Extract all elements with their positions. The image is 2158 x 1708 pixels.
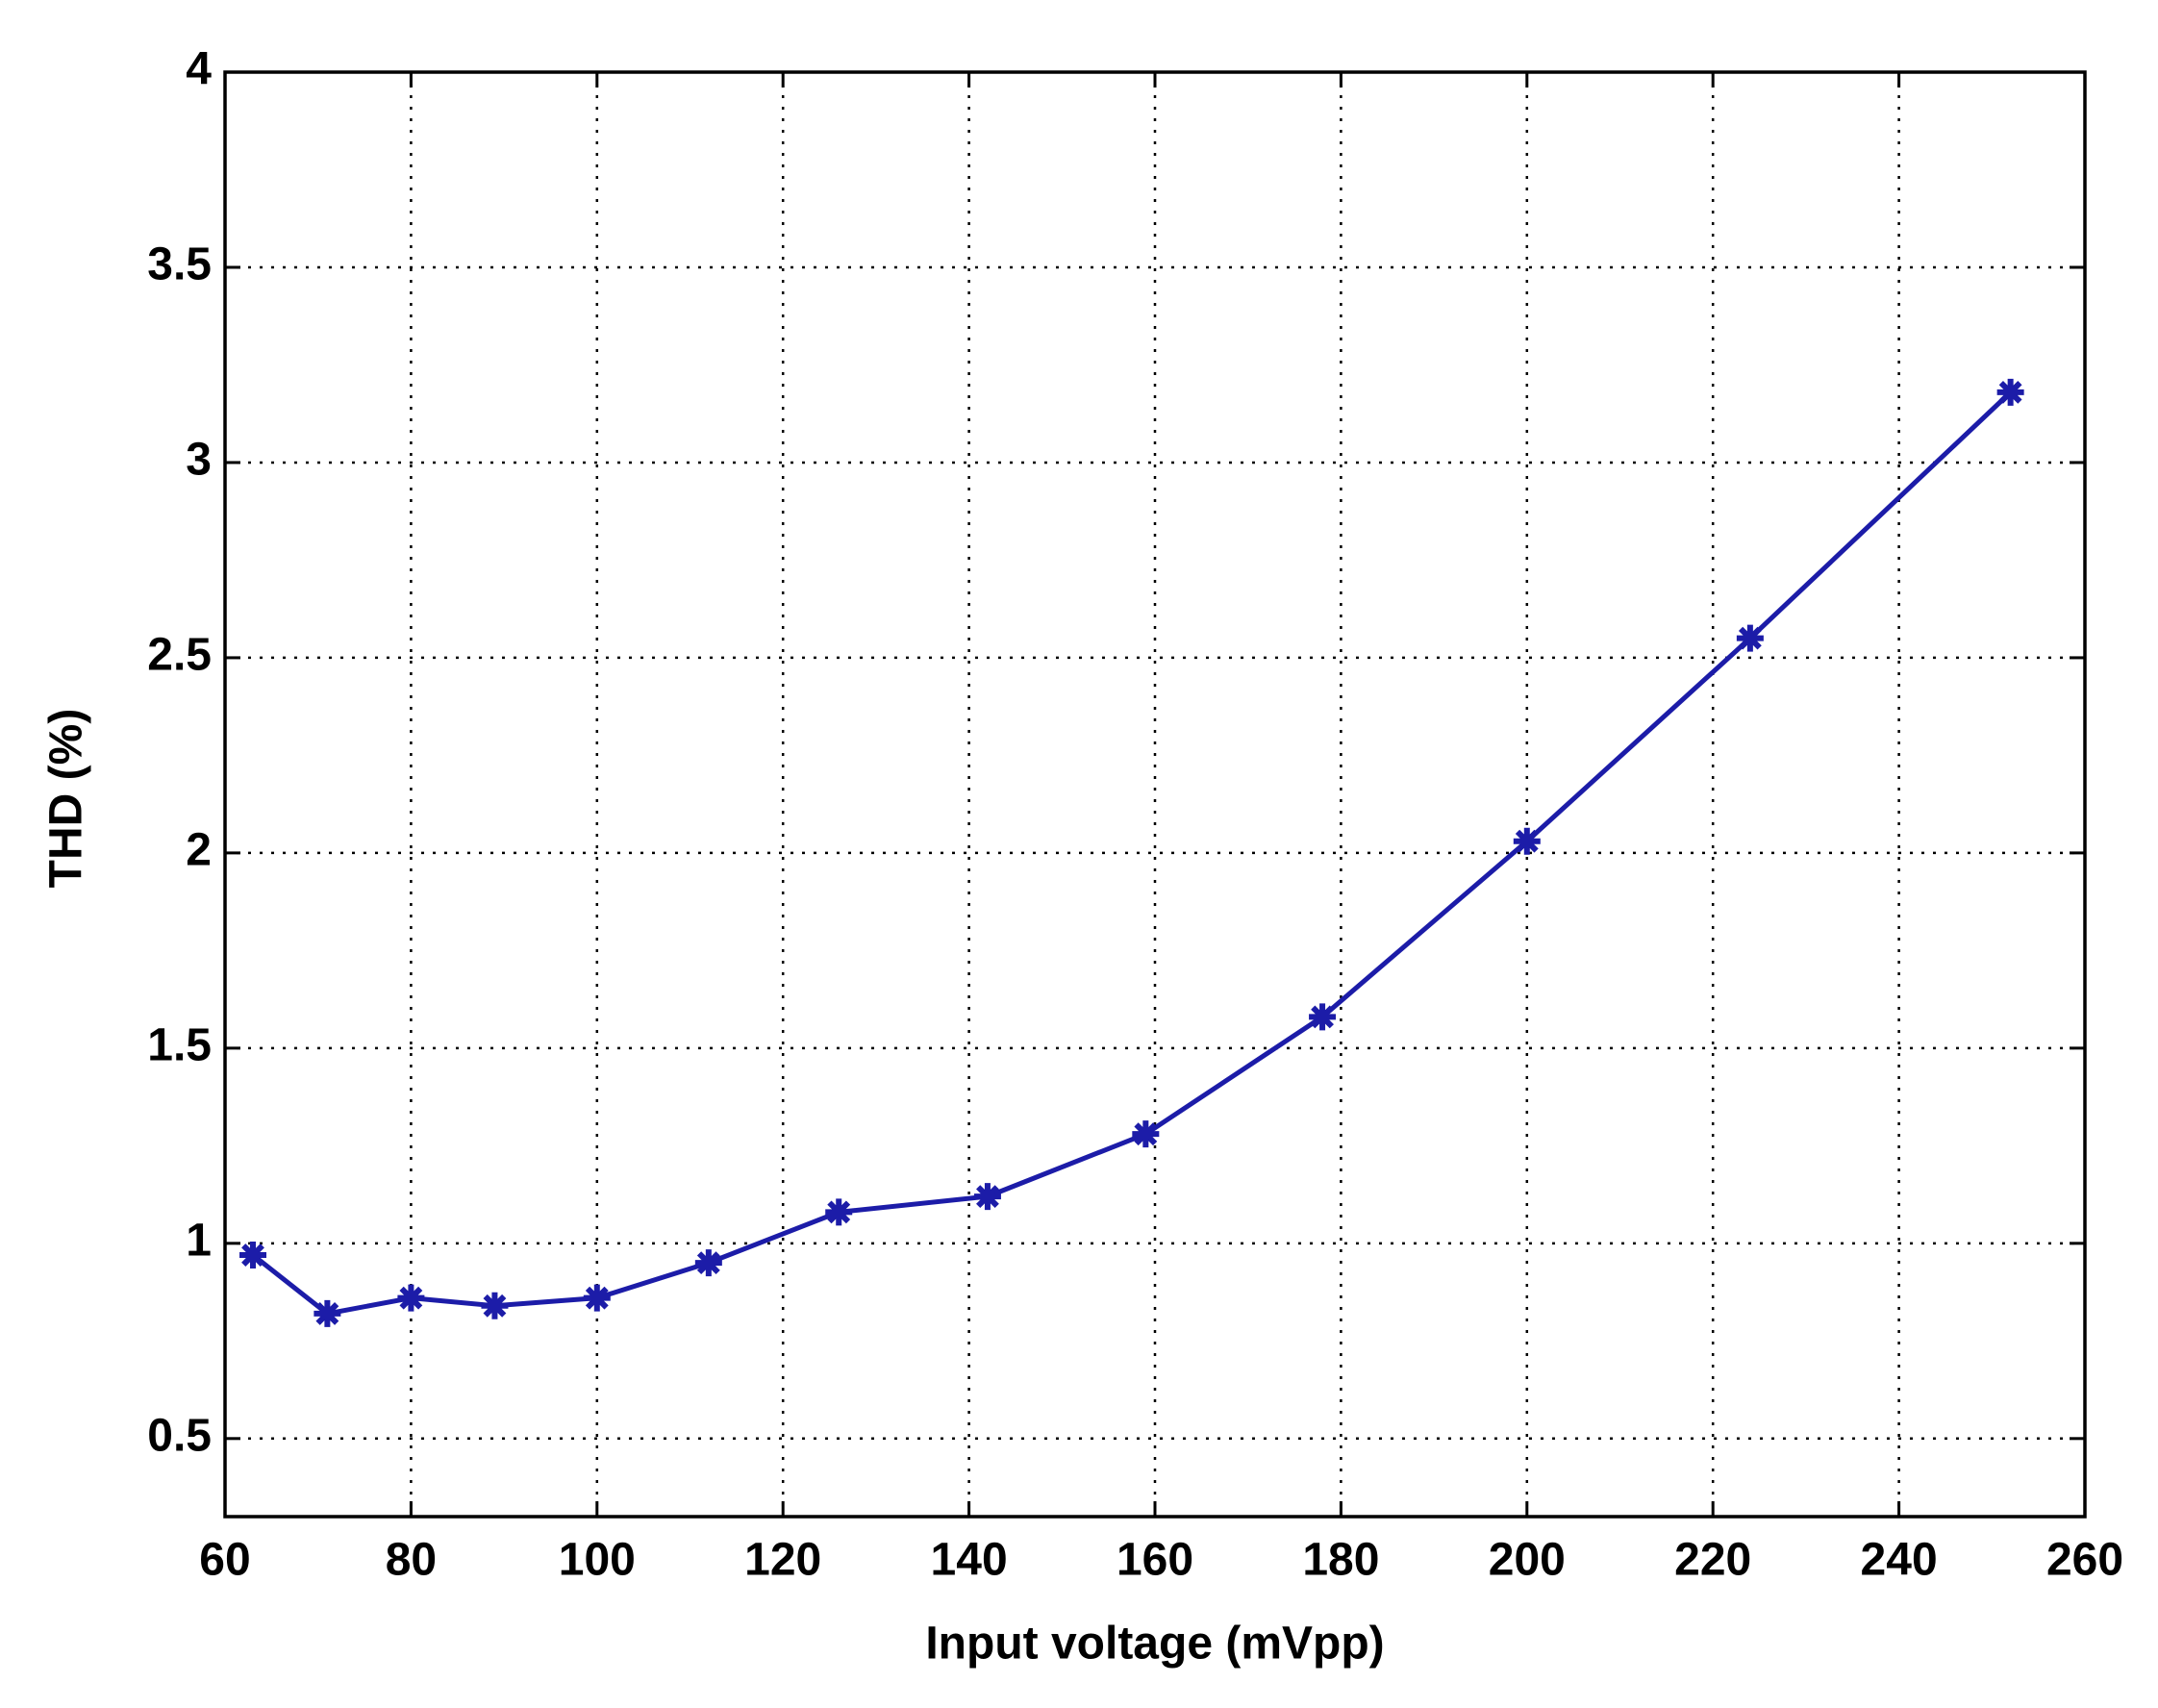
x-tick-label: 200: [1489, 1535, 1566, 1586]
marker: [1513, 827, 1541, 855]
y-tick-label: 2.5: [147, 630, 212, 681]
x-tick-label: 120: [744, 1535, 821, 1586]
x-tick-label: 240: [1861, 1535, 1938, 1586]
y-axis-label: THD (%): [41, 709, 92, 889]
x-tick-label: 180: [1302, 1535, 1379, 1586]
y-tick-label: 0.5: [147, 1410, 212, 1461]
x-tick-label: 80: [386, 1535, 437, 1586]
marker: [1132, 1120, 1160, 1148]
marker: [481, 1292, 509, 1319]
x-tick-label: 60: [199, 1535, 250, 1586]
marker: [314, 1299, 341, 1327]
data-line: [251, 390, 2013, 1317]
x-tick-label: 140: [931, 1535, 1008, 1586]
y-tick-label: 1.5: [147, 1020, 212, 1071]
marker: [973, 1183, 1001, 1211]
plot-frame: [223, 70, 2087, 1519]
y-tick-label: 2: [186, 825, 212, 876]
marker: [694, 1249, 722, 1277]
marker: [397, 1284, 425, 1312]
marker: [1996, 378, 2024, 406]
marker: [583, 1284, 611, 1312]
marker: [239, 1242, 267, 1269]
x-tick-label: 220: [1674, 1535, 1751, 1586]
x-axis-label: Input voltage (mVpp): [925, 1619, 1384, 1670]
x-tick-label: 100: [559, 1535, 636, 1586]
y-tick-label: 3: [186, 435, 212, 486]
marker: [1736, 624, 1764, 652]
x-tick-label: 260: [2046, 1535, 2123, 1586]
marker: [825, 1198, 853, 1226]
y-tick-label: 3.5: [147, 239, 212, 290]
marker: [1309, 1003, 1337, 1031]
y-tick-label: 1: [186, 1216, 212, 1267]
y-tick-label: 4: [186, 44, 212, 95]
x-tick-label: 160: [1117, 1535, 1193, 1586]
